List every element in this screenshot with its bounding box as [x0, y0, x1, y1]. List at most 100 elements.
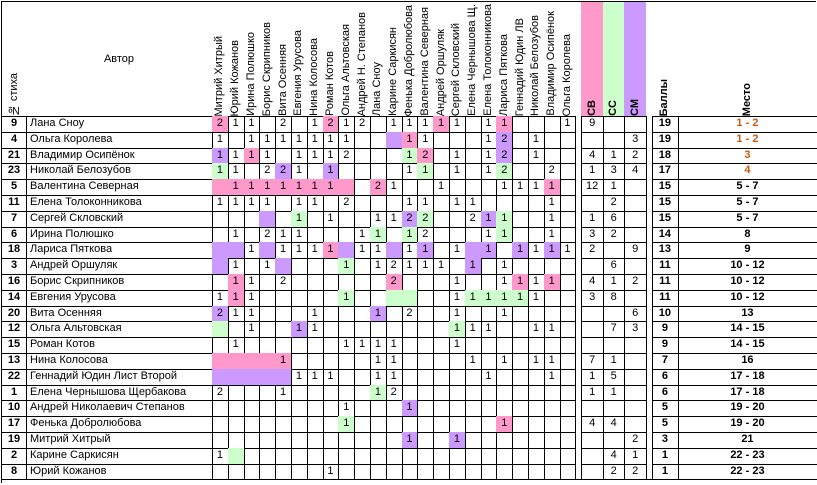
vote-cell: 1	[338, 400, 356, 418]
vote-cell	[480, 274, 498, 291]
vote-cell	[401, 179, 419, 196]
row-place: 17 - 18	[677, 384, 817, 402]
vote-cell	[512, 226, 529, 244]
vote-cell	[385, 305, 403, 323]
vote-cell: 1	[275, 131, 292, 149]
vote-cell	[496, 432, 514, 449]
vote-cell	[322, 416, 340, 433]
vote-cell	[212, 416, 229, 433]
vote-cell: 1	[385, 179, 403, 196]
sum-sm	[624, 368, 647, 386]
vote-cell	[480, 447, 498, 465]
vote-cell	[370, 416, 387, 433]
row-num: 21	[2, 147, 27, 165]
vote-cell: 1	[322, 163, 340, 181]
vote-cell	[433, 147, 450, 165]
vote-cell: 1	[401, 242, 419, 260]
vote-cell	[528, 195, 545, 212]
header-label: Владимир Осипёнок	[545, 11, 558, 116]
vote-cell	[306, 289, 324, 307]
row-score: 11	[651, 258, 679, 275]
vote-cell	[512, 147, 529, 165]
vote-cell	[322, 321, 340, 339]
header-judge: Сергей Скловский	[449, 2, 466, 117]
vote-cell	[480, 416, 498, 433]
vote-cell	[433, 289, 450, 307]
vote-cell: 2	[496, 131, 514, 149]
vote-cell	[464, 368, 482, 386]
vote-cell: 2	[385, 274, 403, 291]
vote-cell	[401, 463, 419, 481]
row-num: 4	[2, 131, 27, 149]
vote-cell	[322, 274, 340, 291]
vote-cell	[306, 384, 324, 402]
vote-cell	[275, 289, 292, 307]
vote-cell: 1	[275, 179, 292, 196]
sum-sv: 1	[581, 163, 604, 181]
vote-cell	[464, 400, 482, 418]
vote-cell: 1	[243, 305, 261, 323]
row-place: 5 - 7	[677, 195, 817, 212]
vote-cell	[480, 353, 498, 370]
row-score: 15	[651, 210, 679, 228]
row-author: Николай Белозубов	[26, 163, 213, 181]
header-label: СС	[607, 100, 620, 116]
vote-cell	[212, 321, 229, 339]
vote-cell	[338, 321, 356, 339]
vote-cell	[275, 258, 292, 275]
vote-cell	[433, 447, 450, 465]
vote-cell: 1	[370, 242, 387, 260]
vote-cell: 1	[449, 147, 466, 165]
header-label: Сергей Скловский	[450, 22, 463, 116]
sum-sv	[581, 447, 604, 465]
header-label: Роман Котов	[323, 51, 336, 116]
vote-cell	[449, 258, 466, 275]
vote-cell: 1	[401, 258, 419, 275]
vote-cell	[354, 353, 371, 370]
row-score: 6	[651, 384, 679, 402]
sum-sv: 3	[581, 226, 604, 244]
vote-cell	[401, 416, 419, 433]
header-label: № стиха	[7, 72, 20, 116]
vote-cell: 1	[370, 353, 387, 370]
vote-cell	[243, 226, 261, 244]
vote-cell	[243, 463, 261, 481]
row-num: 15	[2, 337, 27, 354]
vote-cell: 1	[496, 353, 514, 370]
vote-cell: 1	[370, 384, 387, 402]
vote-cell: 1	[496, 274, 514, 291]
vote-cell: 1	[385, 353, 403, 370]
vote-cell: 1	[543, 195, 561, 212]
vote-cell	[212, 432, 229, 449]
sum-ss: 1	[602, 147, 626, 165]
sum-sv: 2	[581, 242, 604, 260]
vote-cell	[370, 447, 387, 465]
row-num: 14	[2, 289, 27, 307]
vote-cell	[227, 131, 245, 149]
vote-cell	[212, 353, 229, 370]
vote-cell	[259, 289, 277, 307]
vote-cell	[243, 384, 261, 402]
row-num: 12	[2, 321, 27, 339]
row-score: 6	[651, 368, 679, 386]
row-score: 11	[651, 289, 679, 307]
sum-ss: 6	[602, 210, 626, 228]
vote-cell: 1	[480, 163, 498, 181]
vote-cell	[464, 463, 482, 481]
vote-cell	[227, 210, 245, 228]
vote-cell	[259, 416, 277, 433]
vote-cell: 1	[291, 163, 308, 181]
header-place: Место	[677, 2, 817, 117]
vote-cell: 1	[512, 179, 529, 196]
row-score: 15	[651, 179, 679, 196]
row-score: 18	[651, 147, 679, 165]
vote-cell	[212, 274, 229, 291]
row-place: 16	[677, 353, 817, 370]
header-judge: Ирина Полюшко	[243, 2, 261, 117]
vote-cell: 1	[385, 368, 403, 386]
vote-cell: 1	[306, 131, 324, 149]
sum-ss: 8	[602, 289, 626, 307]
sum-ss	[602, 242, 626, 260]
vote-cell: 1	[243, 195, 261, 212]
vote-cell	[227, 416, 245, 433]
